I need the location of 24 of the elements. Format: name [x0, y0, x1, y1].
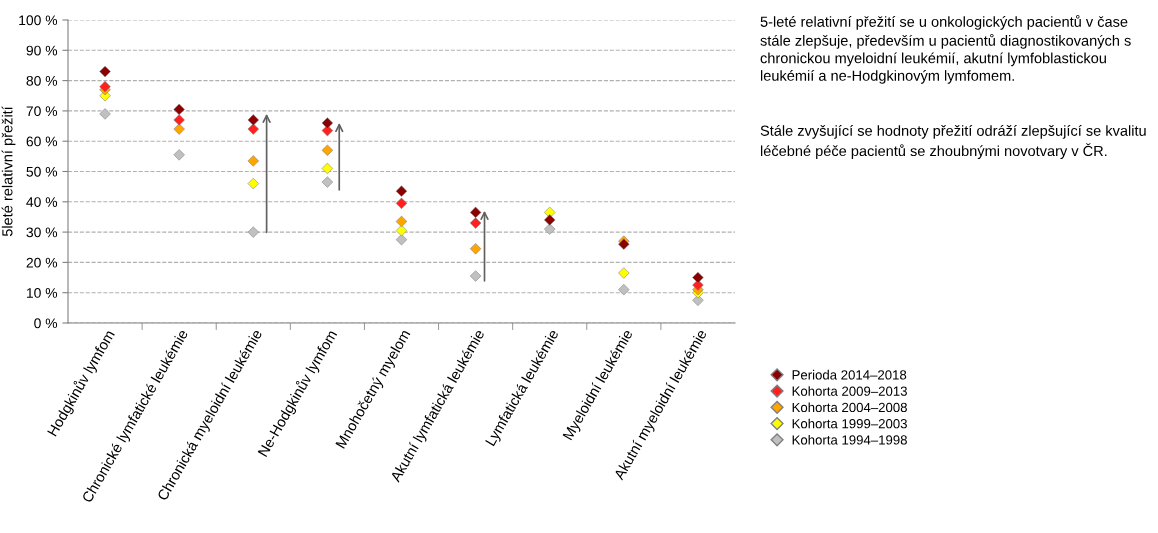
y-tick-label: 0 % [34, 318, 58, 329]
point [173, 114, 185, 126]
y-tick-label: 40 % [26, 197, 58, 207]
y-tick-label: 70 % [26, 106, 58, 117]
y-tick-label: 100 % [19, 15, 58, 26]
y-tick-label: 90 % [26, 45, 58, 56]
y-axis-title: 5leté relativní přežití [1, 106, 16, 237]
point [618, 267, 630, 279]
y-tick-label: 60 % [26, 136, 58, 147]
point [99, 108, 111, 120]
y-tick-label: 10 % [26, 288, 58, 298]
legend-label: Kohorta 1994–1998 [792, 434, 907, 445]
legend-label: Perioda 2014–2018 [792, 369, 907, 380]
point [469, 206, 482, 219]
y-tick-label: 20 % [26, 257, 58, 268]
y-tick-label: 50 % [26, 166, 58, 177]
legend-label: Kohorta 2004–2008 [792, 402, 907, 413]
legend-label: Kohorta 1999–2003 [792, 418, 907, 429]
y-tick-label: 80 % [26, 75, 58, 86]
point [321, 144, 334, 156]
legend-label: Kohorta 2009–2013 [792, 386, 907, 396]
text: 5-leté relativní přežití se u onkologických pacientů v čase stále zlepšuje, především u pacientů diagnostikovaných s chronickou myeloidní leukémií, akutní lymfoblastickou leukémií a ne-Hodgkinovým lymfomem. [760, 15, 1131, 84]
y-tick-label: 30 % [26, 227, 58, 238]
text: Stále zvyšující se hodnoty přežití odráží zlepšující se kvalitu léčebné péče pacientů se zhoubnými novotvary v ČR. [760, 125, 1146, 159]
